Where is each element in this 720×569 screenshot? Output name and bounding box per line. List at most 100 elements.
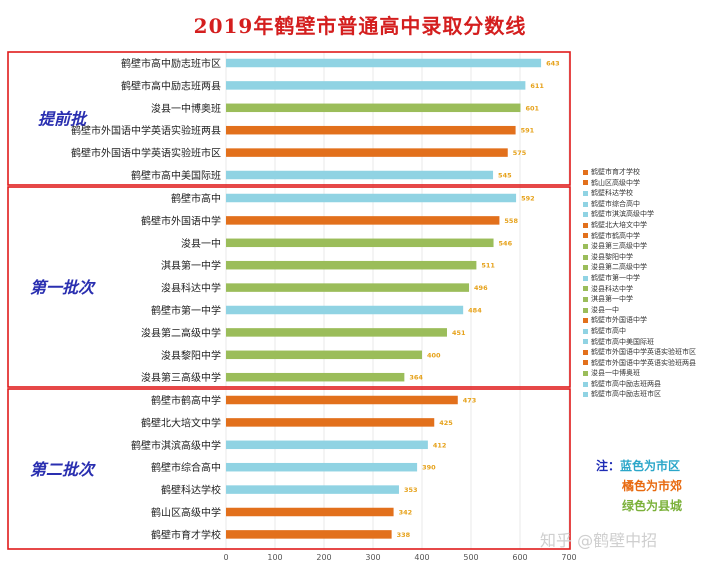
value-label: 575 bbox=[513, 149, 527, 157]
value-label: 592 bbox=[521, 195, 535, 203]
legend-swatch bbox=[583, 180, 588, 186]
legend-item: 鹤壁市外国语中学英语实验班市区 bbox=[583, 347, 696, 358]
legend-item: 鹤山区高级中学 bbox=[583, 178, 696, 189]
legend-item: 浚县科达中学 bbox=[583, 284, 696, 295]
category-label: 鹤壁市高中 bbox=[171, 192, 221, 205]
bar bbox=[226, 328, 447, 337]
x-tick-label: 700 bbox=[561, 553, 576, 562]
legend-item: 鹤壁市外国语中学英语实验班两县 bbox=[583, 358, 696, 369]
value-label: 611 bbox=[530, 82, 544, 90]
legend-swatch bbox=[583, 296, 588, 302]
legend-label: 鹤壁市淇滨高级中学 bbox=[591, 210, 654, 219]
legend-label: 浚县黎阳中学 bbox=[591, 252, 633, 261]
category-label: 鹤壁市第一中学 bbox=[151, 304, 221, 317]
legend-swatch bbox=[583, 328, 588, 334]
legend-swatch bbox=[583, 222, 588, 228]
legend-item: 鹤壁市育才学校 bbox=[583, 167, 696, 178]
note-line-county: 绿色为县城 bbox=[622, 499, 683, 513]
category-label: 鹤壁市高中励志班两县 bbox=[121, 79, 221, 92]
legend-label: 鹤壁市高中美国际班 bbox=[591, 337, 654, 346]
group-label: 第一批次 bbox=[30, 278, 96, 297]
bar bbox=[226, 103, 521, 113]
note-line-city: 蓝色为市区 bbox=[620, 459, 681, 473]
legend-item: 鹤壁市鹤高中学 bbox=[583, 231, 696, 242]
bar bbox=[226, 462, 418, 472]
legend-swatch bbox=[583, 201, 588, 207]
bar bbox=[226, 238, 494, 248]
note-label: 注： bbox=[596, 459, 621, 473]
value-label: 473 bbox=[463, 397, 477, 405]
x-axis-ticks: 0 100 200 300 400 500 600 700 bbox=[223, 553, 576, 562]
value-labels: 643 611 601 591 575 545 592 558 546 511 496 484 451 4… bbox=[397, 60, 560, 539]
value-label: 511 bbox=[481, 262, 495, 270]
category-label: 浚县黎阳中学 bbox=[161, 349, 221, 362]
legend-item: 鹤壁市第一中学 bbox=[583, 273, 696, 284]
legend-label: 鹤山区高级中学 bbox=[591, 178, 640, 187]
bar bbox=[226, 81, 526, 90]
legend-item: 浚县一中 bbox=[583, 305, 696, 316]
legend-swatch bbox=[583, 381, 588, 387]
legend-label: 浚县第三高级中学 bbox=[591, 242, 647, 251]
color-note: 注：蓝色为市区 橘色为市郊 绿色为县城 bbox=[596, 456, 682, 516]
legend-swatch bbox=[583, 286, 588, 292]
bar bbox=[226, 193, 517, 203]
note-line-suburb: 橘色为市郊 bbox=[622, 479, 683, 493]
value-label: 451 bbox=[452, 329, 466, 337]
legend: 鹤壁市育才学校 鹤山区高级中学 鹤壁科达学校 鹤壁市综合高中 鹤壁市淇滨高级中学 鹤壁北大… bbox=[583, 167, 696, 400]
gridlines bbox=[225, 52, 570, 549]
value-label: 400 bbox=[427, 351, 441, 359]
value-label: 390 bbox=[422, 464, 436, 472]
legend-swatch bbox=[583, 254, 588, 260]
category-label: 鹤壁市外国语中学英语实验班两县 bbox=[71, 124, 221, 137]
watermark: 知乎 @鹤壁中招 bbox=[540, 531, 658, 550]
bars bbox=[226, 58, 542, 539]
legend-swatch bbox=[583, 349, 588, 355]
value-label: 545 bbox=[498, 172, 512, 180]
legend-item: 鹤壁市综合高中 bbox=[583, 199, 696, 210]
legend-item: 浚县黎阳中学 bbox=[583, 252, 696, 263]
legend-label: 浚县一中博奥班 bbox=[591, 369, 640, 378]
legend-swatch bbox=[583, 212, 588, 218]
x-tick-label: 300 bbox=[365, 553, 380, 562]
legend-label: 淇县第一中学 bbox=[591, 295, 633, 304]
value-label: 412 bbox=[433, 441, 447, 449]
legend-item: 鹤壁市高中 bbox=[583, 326, 696, 337]
legend-item: 淇县第一中学 bbox=[583, 294, 696, 305]
chart-title: 2019年鹤壁市普通高中录取分数线 bbox=[193, 14, 527, 38]
category-label: 鹤壁市综合高中 bbox=[151, 461, 221, 474]
category-label: 浚县第三高级中学 bbox=[141, 371, 221, 384]
legend-label: 鹤壁科达学校 bbox=[591, 189, 633, 198]
legend-swatch bbox=[583, 275, 588, 281]
legend-label: 鹤壁市综合高中 bbox=[591, 199, 640, 208]
value-label: 591 bbox=[521, 127, 535, 135]
legend-item: 浚县一中博奥班 bbox=[583, 368, 696, 379]
bar bbox=[226, 216, 500, 225]
group-box bbox=[7, 186, 571, 388]
legend-label: 浚县一中 bbox=[591, 305, 619, 314]
bar bbox=[226, 58, 542, 68]
legend-label: 鹤壁市育才学校 bbox=[591, 168, 640, 176]
category-label: 鹤壁市高中美国际班 bbox=[131, 169, 221, 182]
value-label: 601 bbox=[525, 104, 539, 112]
x-tick-label: 500 bbox=[463, 553, 478, 562]
x-tick-label: 0 bbox=[223, 553, 228, 562]
legend-label: 浚县科达中学 bbox=[591, 284, 633, 293]
legend-item: 鹤壁市高中美国际班 bbox=[583, 337, 696, 348]
bar bbox=[226, 305, 464, 315]
value-label: 643 bbox=[546, 60, 560, 68]
bar bbox=[226, 170, 494, 180]
legend-swatch bbox=[583, 169, 588, 175]
legend-item: 浚县第三高级中学 bbox=[583, 241, 696, 252]
legend-label: 鹤壁市外国语中学英语实验班市区 bbox=[591, 348, 696, 357]
legend-swatch bbox=[583, 339, 588, 345]
bar bbox=[226, 372, 405, 382]
bar bbox=[226, 530, 392, 539]
bar bbox=[226, 260, 477, 270]
category-label: 鹤山区高级中学 bbox=[151, 506, 221, 519]
value-label: 425 bbox=[439, 419, 453, 427]
x-tick-label: 100 bbox=[267, 553, 282, 562]
value-label: 338 bbox=[397, 531, 411, 539]
legend-label: 鹤壁市高中 bbox=[591, 326, 626, 335]
legend-item: 鹤壁市外国语中学 bbox=[583, 315, 696, 326]
x-tick-label: 200 bbox=[316, 553, 331, 562]
